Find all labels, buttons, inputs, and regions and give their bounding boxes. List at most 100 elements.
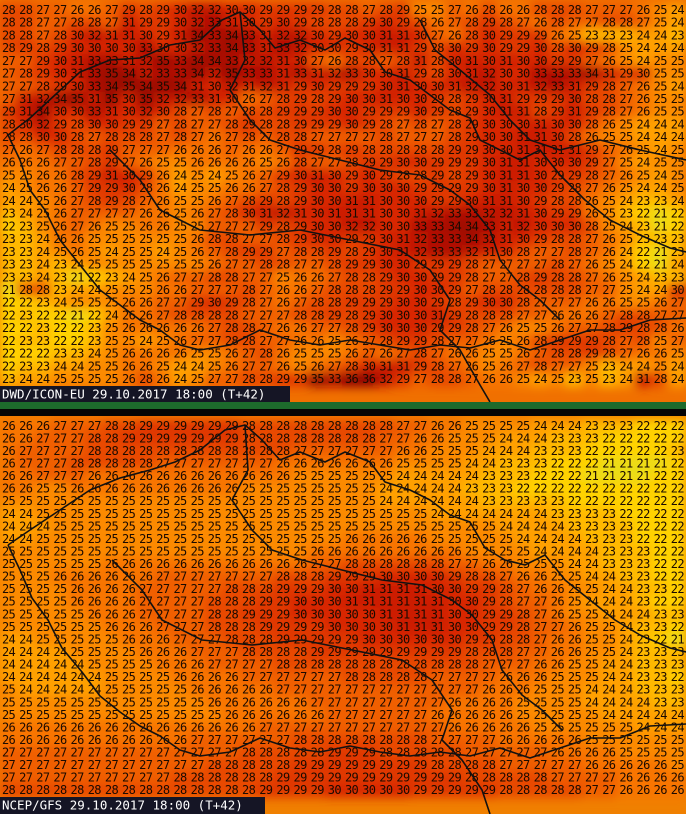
heat-cell (410, 92, 430, 107)
cell-value: 27 (414, 372, 428, 386)
heat-cell (633, 28, 653, 44)
heat-cell (564, 28, 585, 44)
heat-cell (256, 15, 276, 31)
heat-cell (324, 92, 344, 107)
heat-cell (16, 28, 36, 44)
heat-cell (564, 130, 585, 146)
cell-value: 28 (53, 783, 67, 797)
heat-cell (84, 41, 104, 56)
heat-cell (153, 92, 173, 107)
heat-cell (50, 53, 70, 69)
heat-cell (496, 66, 516, 82)
heat-cell (290, 3, 310, 18)
heat-cell (496, 130, 516, 146)
heat-cell (16, 194, 36, 209)
cell-value: 28 (534, 783, 548, 797)
heat-cell (170, 79, 190, 95)
heat-cell (359, 79, 379, 95)
heat-cell (667, 117, 686, 133)
cell-value: 23 (2, 372, 16, 386)
heat-cell (136, 155, 156, 171)
heat-cell (376, 181, 396, 196)
heat-cell (427, 168, 447, 184)
cell-value: 25 (585, 372, 599, 386)
cell-value: 27 (602, 783, 616, 797)
heat-cell (633, 104, 653, 120)
heat-cell (33, 79, 53, 95)
heat-cell (393, 66, 413, 82)
heat-cell (667, 143, 686, 158)
heat-cell (50, 181, 70, 196)
heat-cell (273, 92, 293, 107)
heat-cell (119, 168, 139, 184)
heat-cell (187, 104, 207, 120)
heat-cell (170, 3, 190, 18)
heat-cell (204, 3, 224, 18)
cell-value: 24 (619, 372, 633, 386)
heat-cell (239, 155, 259, 171)
heat-cell (427, 143, 447, 158)
heat-cell (0, 3, 19, 18)
heat-cell (462, 117, 482, 133)
heat-cell (513, 79, 533, 95)
heat-cell (273, 79, 293, 95)
heat-cell (0, 28, 19, 44)
heat-cell (547, 53, 567, 69)
cell-value: 28 (225, 783, 239, 797)
cell-value: 30 (396, 783, 410, 797)
heat-cell (239, 79, 259, 95)
heat-cell (101, 92, 122, 107)
heat-cell (307, 155, 327, 171)
heat-cell (170, 28, 190, 44)
heat-cell (633, 15, 653, 31)
heat-cell (204, 66, 224, 82)
heat-cell (324, 79, 344, 95)
heat-cell (376, 28, 396, 44)
heat-cell (170, 143, 190, 158)
heat-cell (307, 143, 327, 158)
heat-cell (393, 181, 413, 196)
heat-cell (136, 92, 156, 107)
heat-cell (101, 130, 122, 146)
heat-cell (324, 28, 344, 44)
cell-value: 25 (551, 372, 565, 386)
heat-cell (462, 92, 482, 107)
cell-value: 28 (2, 783, 16, 797)
cell-value: 28 (568, 783, 582, 797)
cell-value: 29 (276, 372, 290, 386)
heat-cell (633, 53, 653, 69)
heat-cell (221, 143, 242, 158)
cell-value: 24 (173, 372, 187, 386)
cell-value: 29 (259, 783, 273, 797)
heat-cell (479, 104, 499, 120)
heat-cell (633, 66, 653, 82)
heat-cell (239, 104, 259, 120)
heat-cell (496, 181, 516, 196)
heat-cell (342, 168, 362, 184)
heat-cell (324, 66, 344, 82)
heat-cell (599, 41, 619, 56)
heat-cell (239, 130, 259, 146)
heat-cell (256, 168, 276, 184)
heat-cell (479, 15, 499, 31)
heat-cell (187, 79, 207, 95)
heat-cell (564, 168, 585, 184)
heat-cell (410, 41, 430, 56)
heat-cell (547, 41, 567, 56)
map-panel: 26 26 26 27 27 27 28 28 29 29 29 29 29 29 28 28 28 28 28 28… (0, 416, 686, 814)
heat-cell (67, 3, 87, 18)
heat-cell (462, 168, 482, 184)
heat-cell (119, 53, 139, 69)
heat-cell (101, 28, 122, 44)
heat-cell (187, 28, 207, 44)
heat-cell (119, 194, 139, 209)
heat-cell (0, 194, 19, 209)
cell-value: 33 (328, 372, 342, 386)
heat-cell (582, 92, 602, 107)
heat-cell (496, 41, 516, 56)
heat-cell (239, 53, 259, 69)
cell-value: 24 (671, 372, 685, 386)
heat-cell (342, 3, 362, 18)
heat-cell (324, 3, 344, 18)
heat-cell (153, 168, 173, 184)
